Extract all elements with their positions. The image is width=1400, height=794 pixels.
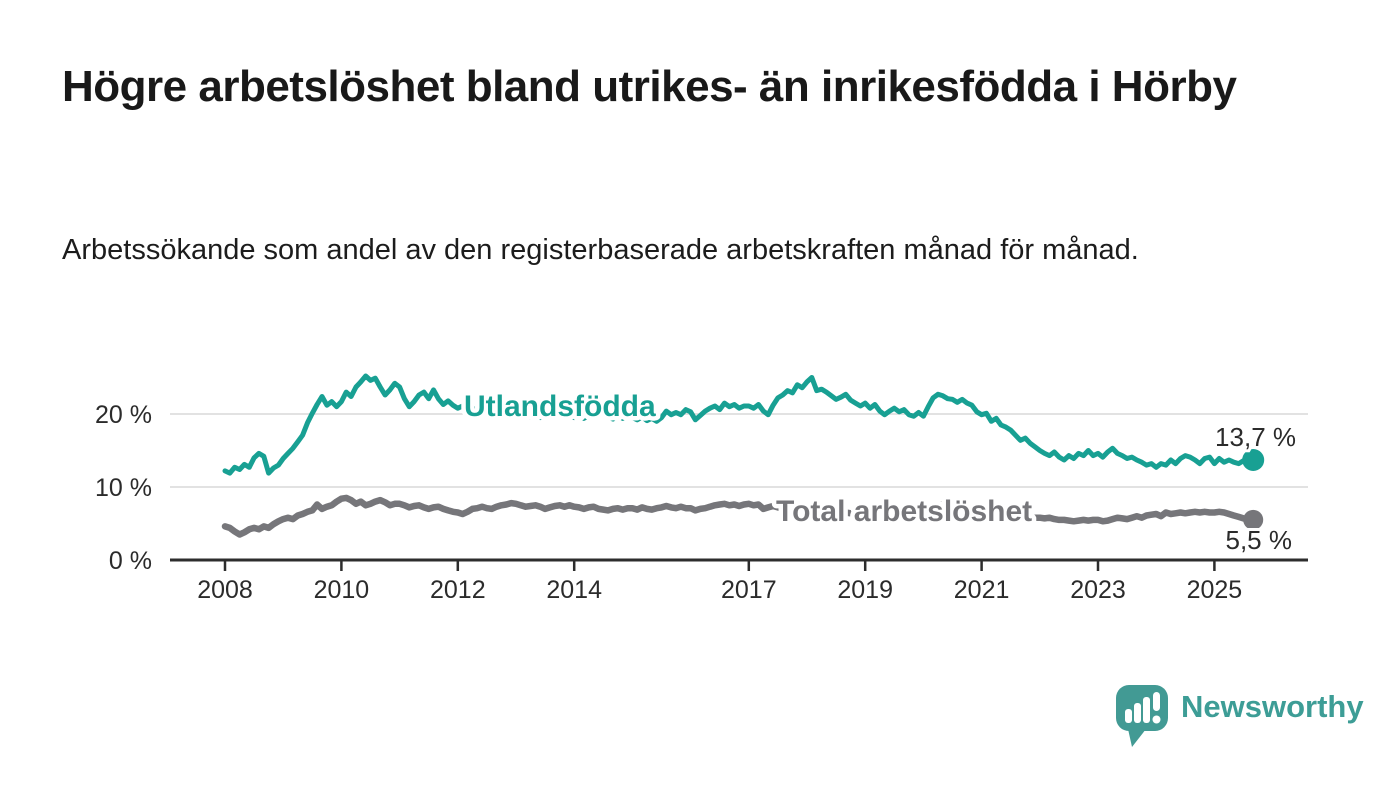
x-tick-label-2010: 2010: [314, 576, 370, 604]
x-tick-label-2012: 2012: [430, 576, 486, 604]
x-tick-label-2008: 2008: [197, 576, 253, 604]
page-title: Högre arbetslöshet bland utrikes- än inr…: [62, 62, 1237, 111]
x-tick-label-2023: 2023: [1070, 576, 1126, 604]
series-line-utlandsf-dda: [222, 373, 1256, 476]
x-tick-label-2017: 2017: [721, 576, 777, 604]
x-tick-label-2014: 2014: [546, 576, 602, 604]
bar-chart-bar-small: [1125, 709, 1132, 723]
series-label-utlandsf-dda: Utlandsfödda: [464, 390, 656, 423]
y-tick-label-0: 0 %: [109, 547, 152, 575]
exclamation-dot: [1152, 715, 1161, 724]
newsworthy-logo-icon: [1116, 685, 1168, 747]
x-tick-label-2019: 2019: [837, 576, 893, 604]
series-line-total-arbetsl-shet: [221, 494, 1257, 538]
speech-bubble-tail: [1128, 729, 1146, 747]
series-label-total-arbetsl-shet: Total arbetslöshet: [776, 495, 1032, 528]
x-tick-label-2025: 2025: [1187, 576, 1243, 604]
bar-chart-bar-large: [1143, 697, 1150, 723]
x-tick-label-2021: 2021: [954, 576, 1010, 604]
newsworthy-logo-text: Newsworthy: [1181, 689, 1364, 724]
y-tick-label-20: 20 %: [95, 401, 152, 429]
page-subtitle: Arbetssökande som andel av den registerb…: [62, 234, 1139, 266]
end-value-label-total-arbetsl-shet: 5,5 %: [1226, 525, 1293, 555]
series-end-dot-total-arbetsl-shet: [1243, 509, 1264, 530]
end-value-label-utlandsf-dda: 13,7 %: [1215, 422, 1296, 452]
y-tick-label-10: 10 %: [95, 474, 152, 502]
exclamation-bar: [1153, 692, 1160, 711]
series-end-dot-utlandsf-dda: [1242, 448, 1265, 471]
newsworthy-logo: Newsworthy: [1115, 684, 1364, 748]
bar-chart-bar-medium: [1134, 703, 1141, 723]
